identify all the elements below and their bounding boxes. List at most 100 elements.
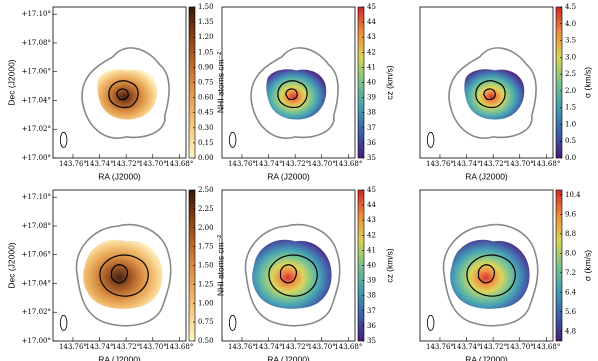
colorbar-tick-label: 41: [367, 246, 376, 254]
colorbar-label: σ (km/s): [582, 67, 592, 98]
beam: [60, 315, 67, 330]
colorbar-tick-label: 2.00: [198, 224, 214, 232]
colorbar-tick-label: 7.2: [565, 269, 576, 277]
x-tick-label: 143.72°: [479, 343, 507, 351]
map-emission: [450, 239, 530, 309]
colorbar-label: σ (km/s): [582, 250, 592, 281]
x-tick-label: 143.70°: [506, 160, 534, 168]
x-axis-label: RA (J2000): [98, 171, 141, 181]
colorbar-tick-label: 35: [367, 337, 376, 345]
colorbar-tick-label: 0.75: [198, 79, 214, 87]
beam: [229, 132, 236, 147]
x-tick-label: 143.76°: [426, 160, 454, 168]
colorbar-tick-label: 45: [367, 3, 376, 11]
x-tick-label: 143.72°: [281, 343, 309, 351]
x-tick-label: 143.70°: [506, 343, 534, 351]
colorbar-label: NHI atoms cm⁻²: [215, 52, 225, 113]
x-tick-label: 143.70°: [308, 160, 336, 168]
x-tick-label: 143.68°: [165, 160, 193, 168]
x-tick-label: 143.74°: [453, 343, 481, 351]
x-tick-label: 143.70°: [139, 160, 167, 168]
map-layer: [229, 225, 339, 331]
colorbar-tick-label: 1.25: [198, 280, 214, 288]
colorbar-tick-label: 37: [367, 307, 376, 315]
outer-contour: [443, 225, 537, 326]
colorbar-tick-label: 42: [367, 48, 376, 56]
y-tick-label: +17.08°: [22, 39, 51, 47]
colorbar-tick-label: 0.50: [198, 337, 214, 345]
y-tick-label: +17.04°: [22, 96, 51, 104]
x-tick-label: 143.72°: [479, 160, 507, 168]
colorbar-tick-label: 1.20: [198, 33, 214, 41]
x-tick-label: 143.74°: [453, 160, 481, 168]
colorbar-tick-label: 3.0: [565, 53, 576, 61]
colorbar-tick-label: 1.50: [198, 3, 214, 11]
beam: [229, 315, 236, 330]
plot-frame: [419, 6, 554, 159]
beam: [427, 315, 434, 330]
x-axis-label: RA (J2000): [267, 171, 310, 181]
colorbar-tick-label: 1.05: [198, 48, 214, 56]
colorbar-tick-label: 0.45: [198, 109, 214, 117]
x-tick-label: 143.76°: [228, 160, 256, 168]
outer-contour: [245, 225, 339, 326]
plot-frame: [419, 189, 554, 342]
colorbar-tick-label: 44: [367, 18, 376, 26]
colorbar-label: NHI atoms cm⁻²: [215, 235, 225, 296]
x-axis-label: RA (J2000): [267, 354, 310, 361]
colorbar-tick-label: 38: [367, 109, 376, 117]
x-tick-label: 143.76°: [426, 343, 454, 351]
colorbar-tick-label: 43: [367, 33, 376, 41]
colorbar-tick-label: 4.5: [565, 3, 576, 11]
map-emission: [252, 239, 332, 309]
colorbar-tick-label: 0.5: [565, 137, 576, 145]
colorbar-tick-label: 0.0: [565, 154, 576, 162]
x-tick-label: 143.74°: [255, 160, 283, 168]
colorbar-tick-label: 2.0: [565, 87, 576, 95]
colorbar-tick-label: 6.4: [565, 288, 577, 296]
x-axis-label: RA (J2000): [465, 354, 508, 361]
colorbar-tick-label: 1.5: [565, 104, 576, 112]
x-tick-label: 143.68°: [334, 160, 362, 168]
colorbar-label: cz (km/s): [384, 248, 394, 283]
map-layer: [60, 48, 169, 147]
beam: [427, 132, 434, 147]
colorbar-tick-label: 44: [367, 201, 376, 209]
colorbar-tick-label: 1.0: [565, 120, 576, 128]
colorbar-tick-label: 45: [367, 186, 376, 194]
x-tick-label: 143.68°: [532, 343, 560, 351]
map-layer: [427, 48, 536, 147]
inner-contour: [109, 81, 138, 108]
colorbar-tick-label: 39: [367, 94, 376, 102]
x-tick-label: 143.76°: [228, 343, 256, 351]
inner-contour: [476, 81, 505, 108]
y-tick-label: +17.10°: [22, 10, 51, 18]
x-axis-label: RA (J2000): [98, 354, 141, 361]
colorbar-tick-label: 2.5: [565, 70, 576, 78]
colorbar-label: cz (km/s): [384, 65, 394, 100]
x-tick-label: 143.74°: [86, 343, 114, 351]
colorbar-tick-label: 9.6: [565, 210, 577, 218]
x-tick-label: 143.70°: [308, 343, 336, 351]
colorbar-tick-label: 37: [367, 124, 376, 132]
colorbar-tick-label: 0.00: [198, 154, 214, 162]
y-axis-label: Dec (J2000): [6, 242, 16, 288]
colorbar-tick-label: 36: [367, 322, 376, 330]
x-tick-label: 143.68°: [334, 343, 362, 351]
y-tick-label: +17.06°: [22, 251, 51, 259]
plot-frame: [52, 189, 187, 342]
x-tick-label: 143.68°: [532, 160, 560, 168]
colorbar-tick-label: 42: [367, 231, 376, 239]
colorbar-tick-label: 8.0: [565, 249, 576, 257]
outer-contour: [251, 48, 338, 138]
x-tick-label: 143.72°: [112, 343, 140, 351]
colorbar-tick-label: 4.0: [565, 20, 576, 28]
x-tick-label: 143.76°: [59, 343, 87, 351]
map-layer: [427, 225, 537, 331]
colorbar-tick-label: 8.8: [565, 230, 576, 238]
y-tick-label: +17.08°: [22, 222, 51, 230]
colorbar-tick-label: 0.15: [198, 139, 214, 147]
colorbar: [555, 189, 563, 342]
colorbar-tick-label: 0.90: [198, 63, 214, 71]
